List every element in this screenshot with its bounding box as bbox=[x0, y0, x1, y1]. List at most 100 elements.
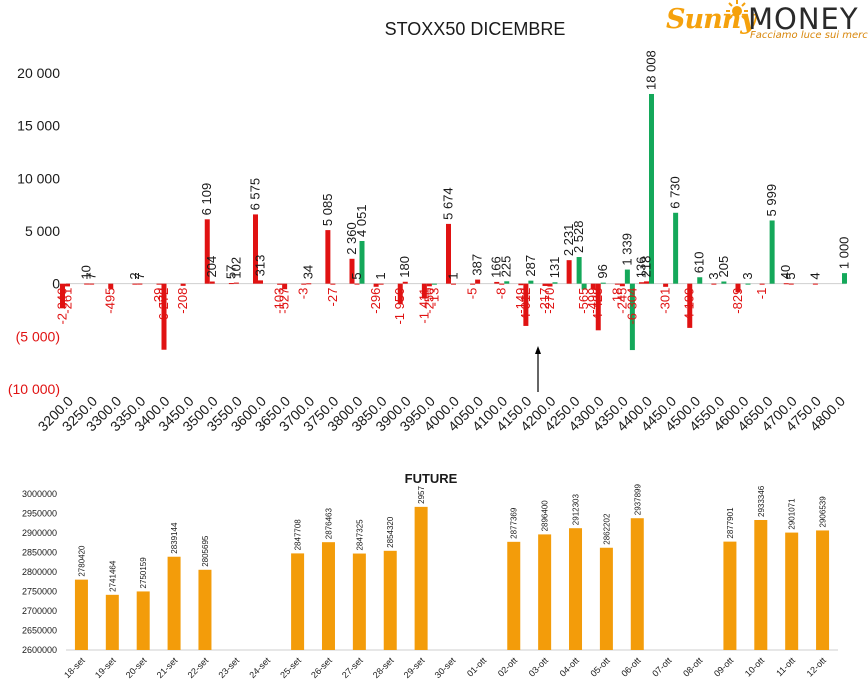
chart1-data-label: 7 bbox=[132, 272, 147, 279]
chart1-data-label: -5 bbox=[465, 288, 480, 300]
chart2-x-tick: 03-ott bbox=[527, 655, 551, 679]
chart1-bar bbox=[576, 257, 582, 284]
chart2-x-tick: 12-ott bbox=[805, 655, 829, 679]
chart1-data-label: -261 bbox=[60, 288, 75, 314]
chart2-data-label: 2847325 bbox=[355, 519, 364, 551]
chart2-bar bbox=[785, 532, 799, 650]
chart2-bar bbox=[630, 518, 644, 650]
chart2-x-ticks: 18-set 19-set 20-set 21-set 22-set 23-set 24-s… bbox=[62, 655, 828, 680]
chart1-data-label: 205 bbox=[716, 256, 731, 278]
chart1-bar bbox=[812, 283, 818, 285]
chart1-data-label: 2 231 bbox=[561, 224, 576, 257]
chart1-bar bbox=[697, 277, 703, 284]
chart1-data-label: 4 051 bbox=[354, 204, 369, 237]
chart1-bar bbox=[451, 283, 456, 285]
sunny-money-logo: Sunny MONEY Facciamo luce sui mercati bbox=[664, 0, 868, 44]
chart2-x-tick: 23-set bbox=[216, 655, 241, 680]
chart1-bar bbox=[306, 283, 312, 285]
chart2-y-tick: 2950000 bbox=[22, 509, 57, 519]
chart1-data-label: -4 012 bbox=[518, 288, 533, 325]
chart1-bar bbox=[204, 219, 210, 284]
chart1-bars bbox=[60, 93, 847, 351]
chart1-data-label: 40 bbox=[778, 265, 793, 279]
chart2-bar bbox=[291, 553, 305, 650]
chart2-x-tick: 22-set bbox=[186, 655, 211, 680]
chart1-bar bbox=[354, 283, 360, 285]
chart1-bar bbox=[673, 212, 679, 284]
chart1-data-label: 204 bbox=[204, 256, 219, 278]
chart1-bar bbox=[595, 283, 601, 331]
chart1-bar bbox=[108, 283, 114, 289]
chart2-title: FUTURE bbox=[405, 471, 458, 486]
chart2-x-tick: 18-set bbox=[62, 655, 87, 680]
chart1-data-label: 18 008 bbox=[644, 50, 659, 90]
chart1-data-label: -1 950 bbox=[392, 288, 407, 325]
chart1-bar bbox=[258, 280, 263, 284]
chart2-data-label: 2839144 bbox=[170, 522, 179, 554]
chart1-data-label: -499 bbox=[585, 288, 600, 314]
chart1-data-label: -1 bbox=[754, 288, 769, 300]
chart1-axes: (10 000) (5 000) 0 5 000 10 000 15 000 20 000 bbox=[8, 65, 846, 397]
chart1-bar bbox=[687, 283, 693, 328]
chart1-bar bbox=[842, 273, 847, 284]
chart1-bar bbox=[132, 283, 138, 285]
chart2-x-tick: 08-ott bbox=[681, 655, 705, 679]
chart1-data-label: 5 bbox=[349, 272, 364, 279]
chart2-axes: 2600000 2650000 2700000 2750000 2800000 28500… bbox=[22, 489, 838, 655]
chart2-bar bbox=[723, 541, 737, 650]
chart1-bar bbox=[65, 283, 70, 287]
chart1-data-label: 5 674 bbox=[441, 187, 456, 220]
chart1-data-label: -4 199 bbox=[682, 288, 697, 325]
chart1-x-ticks: 3200.03250.03300.03350.03400.03450.03500… bbox=[35, 393, 849, 435]
chart1-data-label: 166 bbox=[489, 256, 504, 278]
chart2-y-tick: 2850000 bbox=[22, 548, 57, 558]
chart2-x-tick: 20-set bbox=[124, 655, 149, 680]
chart1-data-label: 5 bbox=[783, 272, 798, 279]
chart1-data-label: 2 bbox=[127, 272, 142, 279]
chart1-bar bbox=[253, 214, 258, 284]
chart2-x-tick: 06-ott bbox=[619, 655, 643, 679]
chart1-data-label: -217 bbox=[537, 288, 552, 314]
chart1-bar bbox=[547, 283, 553, 287]
chart2-bar bbox=[167, 556, 181, 650]
chart1-bar bbox=[60, 283, 65, 309]
chart1-data-label: -1 411 bbox=[416, 288, 431, 324]
chart1-data-label: -3 bbox=[296, 288, 311, 300]
chart1-data-label: 225 bbox=[499, 256, 514, 278]
chart2-bar bbox=[538, 534, 552, 650]
chart1-data-label: 1 bbox=[373, 272, 388, 279]
chart2-y-tick: 2600000 bbox=[22, 645, 57, 655]
sun-icon bbox=[726, 0, 748, 22]
chart2-x-tick: 29-set bbox=[402, 655, 427, 680]
chart2-bar bbox=[754, 519, 768, 650]
chart2-data-label: 2912303 bbox=[572, 494, 581, 526]
chart1-data-label: -527 bbox=[277, 288, 292, 314]
chart2-bars bbox=[74, 506, 830, 650]
annotation-arrow bbox=[535, 346, 541, 392]
chart1-data-label: -27 bbox=[325, 288, 340, 307]
chart2-data-label: 2896400 bbox=[541, 500, 550, 532]
chart1-y-tick: 20 000 bbox=[17, 65, 60, 81]
chart1-data-label: -245 bbox=[614, 288, 629, 314]
chart2-data-label: 2937899 bbox=[633, 484, 642, 516]
chart2-x-tick: 28-set bbox=[371, 655, 396, 680]
chart1-bar bbox=[233, 282, 239, 284]
chart1-y-tick: (5 000) bbox=[16, 328, 60, 344]
chart1-data-label: 136 bbox=[634, 257, 649, 279]
chart1-bar bbox=[783, 283, 789, 285]
chart1-bar bbox=[499, 283, 505, 285]
chart2-data-label: 2876463 bbox=[324, 507, 333, 539]
chart2-bar bbox=[816, 530, 830, 650]
chart1-bar bbox=[542, 283, 548, 286]
chart1-data-label: -208 bbox=[175, 288, 190, 314]
chart2-data-label: 2741464 bbox=[108, 560, 117, 592]
chart1-bar bbox=[431, 283, 437, 285]
chart1-data-label: 218 bbox=[639, 256, 654, 278]
chart1-data-label: 96 bbox=[595, 264, 610, 278]
chart2-data-label: 2862202 bbox=[602, 513, 611, 545]
chart1-bar bbox=[282, 283, 288, 290]
chart1-bar bbox=[89, 283, 95, 285]
chart1-bar bbox=[649, 93, 654, 284]
